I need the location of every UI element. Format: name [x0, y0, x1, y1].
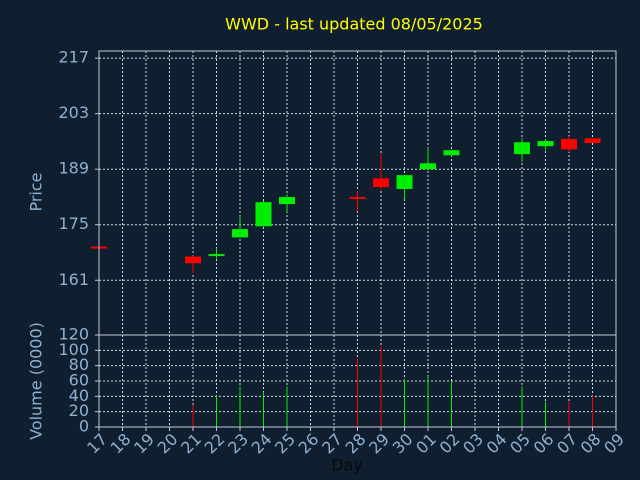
candle-body	[255, 202, 272, 227]
candle-body	[279, 196, 295, 205]
candle-body	[185, 256, 201, 264]
candle-body	[420, 163, 436, 170]
candle-body	[373, 178, 389, 188]
y-tick-label: 175	[58, 214, 89, 233]
candle-body	[443, 150, 460, 156]
y-tick-label: 120	[58, 325, 89, 344]
y-tick-label: 80	[69, 355, 89, 374]
candle-body	[396, 175, 413, 190]
y-tick-label: 40	[69, 386, 89, 405]
chart-title: WWD - last updated 08/05/2025	[225, 15, 483, 34]
candle-body	[514, 142, 530, 155]
x-axis-label: Day	[331, 456, 363, 475]
candle-body	[537, 141, 554, 147]
volume-axis-label: Volume (0000)	[27, 322, 46, 440]
candle-body	[561, 139, 577, 150]
plot-frame	[98, 334, 617, 428]
y-tick-label: 0	[79, 417, 89, 436]
candle-body	[349, 196, 366, 199]
y-tick-label: 60	[69, 371, 89, 390]
y-tick-label: 20	[69, 401, 89, 420]
candle-body	[584, 138, 601, 144]
y-tick-label: 203	[58, 103, 89, 122]
price-axis-label: Price	[27, 172, 46, 211]
y-tick-label: 189	[58, 159, 89, 178]
candle-body	[232, 229, 248, 238]
y-tick-label: 217	[58, 48, 89, 67]
y-tick-label: 100	[58, 340, 89, 359]
y-tick-label: 161	[58, 270, 89, 289]
candle-body	[208, 254, 225, 257]
